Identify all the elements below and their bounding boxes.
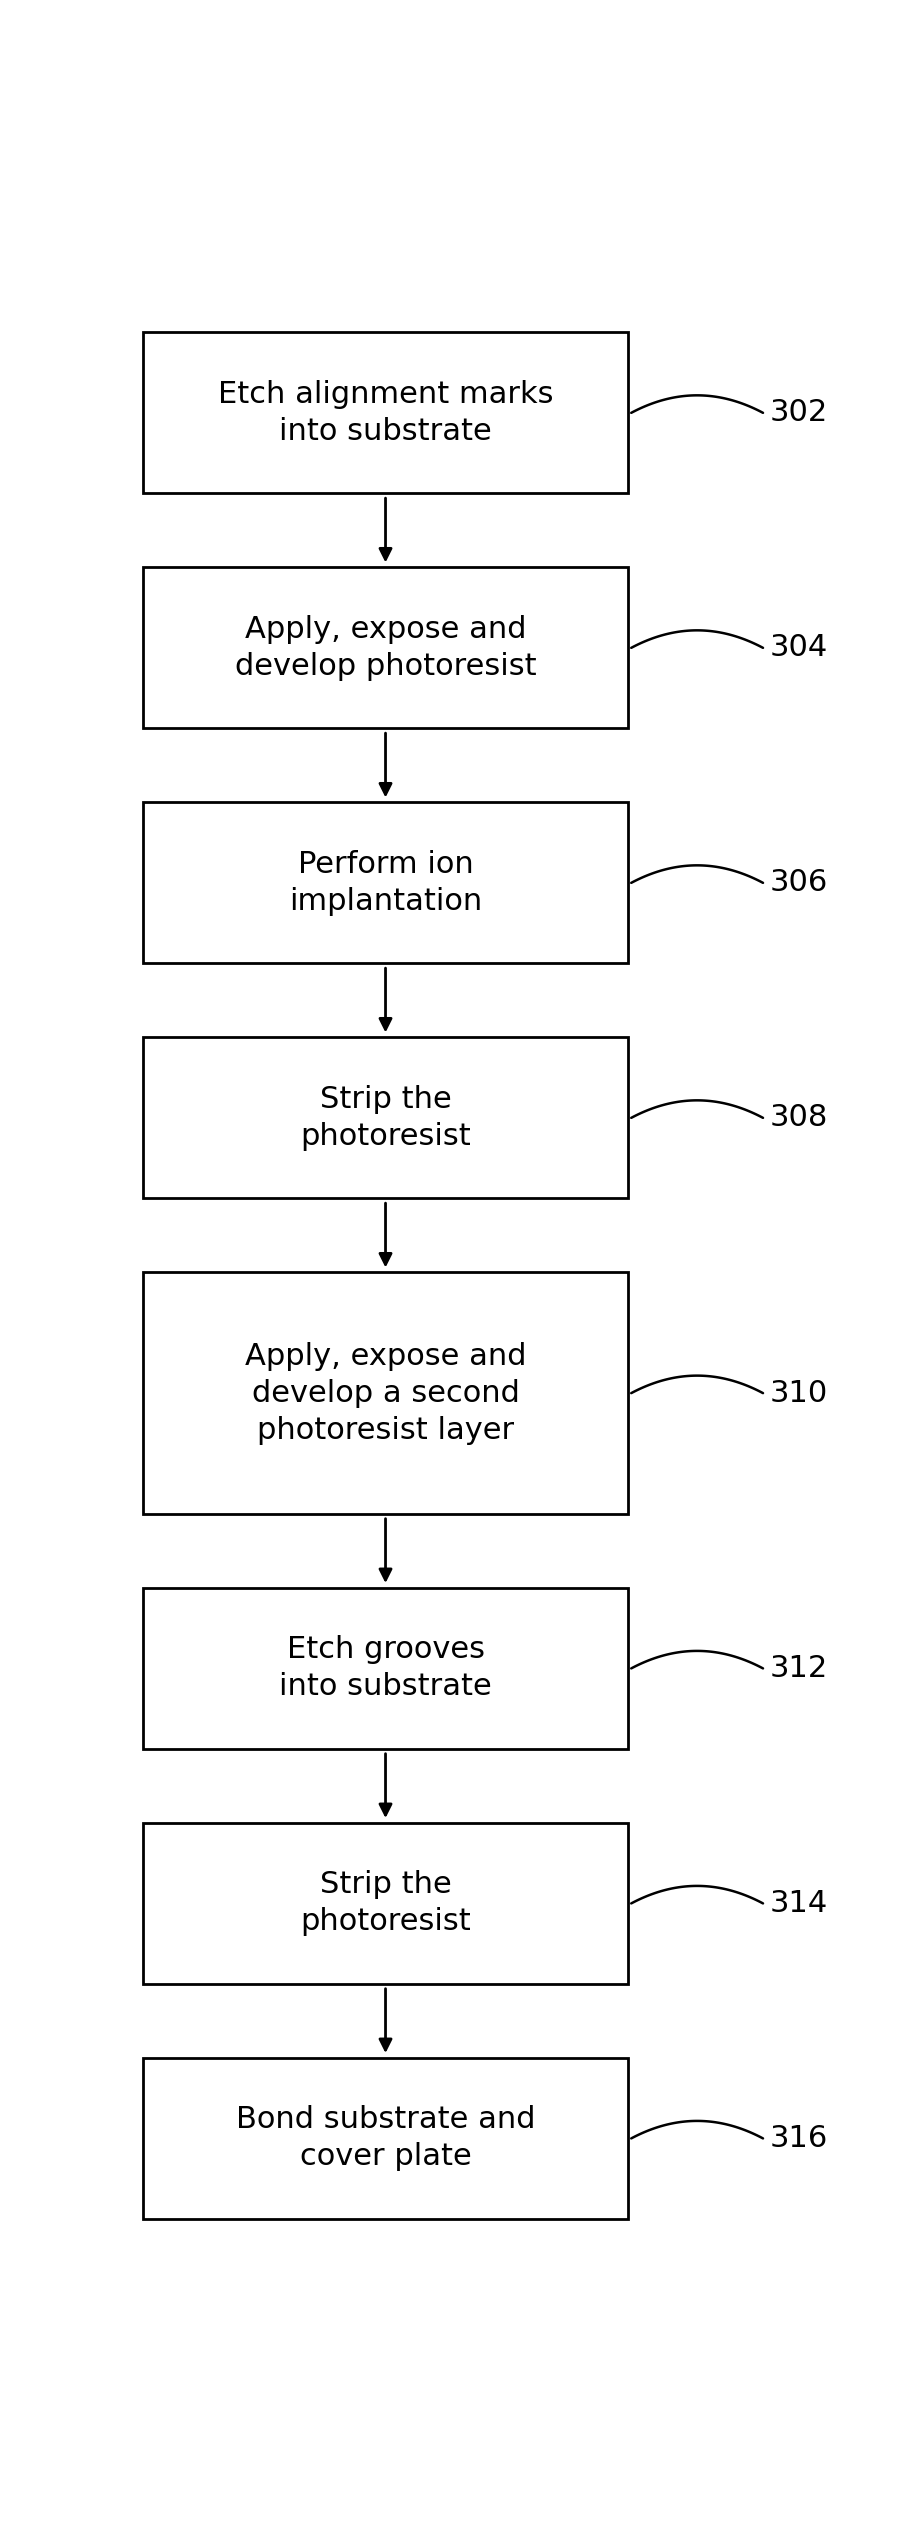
Bar: [143, 1038, 628, 1197]
Text: Etch alignment marks
into substrate: Etch alignment marks into substrate: [218, 379, 553, 447]
Text: Apply, expose and
develop a second
photoresist layer: Apply, expose and develop a second photo…: [244, 1341, 527, 1445]
Text: 302: 302: [770, 399, 828, 427]
Text: 314: 314: [770, 1889, 828, 1917]
Text: 310: 310: [770, 1379, 828, 1407]
Bar: [143, 568, 628, 727]
Text: 304: 304: [770, 634, 828, 662]
Text: Apply, expose and
develop photoresist: Apply, expose and develop photoresist: [234, 614, 537, 682]
Text: 316: 316: [770, 2124, 828, 2152]
Text: 308: 308: [770, 1104, 829, 1132]
Bar: [143, 333, 628, 493]
Text: Perform ion
implantation: Perform ion implantation: [289, 849, 482, 917]
Text: Bond substrate and
cover plate: Bond substrate and cover plate: [236, 2104, 535, 2172]
Bar: [143, 2059, 628, 2218]
Text: Strip the
photoresist: Strip the photoresist: [301, 1084, 471, 1152]
Bar: [143, 1273, 628, 1513]
Text: 306: 306: [770, 869, 828, 897]
Bar: [143, 803, 628, 962]
Text: 312: 312: [770, 1655, 828, 1682]
Bar: [143, 1824, 628, 1983]
Text: Etch grooves
into substrate: Etch grooves into substrate: [279, 1634, 492, 1703]
Bar: [143, 1589, 628, 1748]
Text: Strip the
photoresist: Strip the photoresist: [301, 1869, 471, 1937]
